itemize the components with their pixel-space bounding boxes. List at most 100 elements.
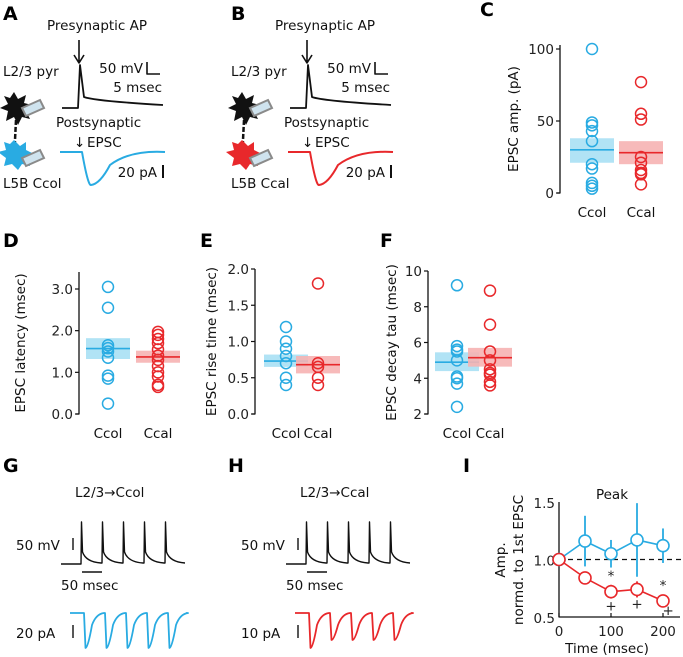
mv-scale-label: 50 mV xyxy=(241,538,286,554)
data-point xyxy=(634,113,648,126)
data-point xyxy=(552,552,566,567)
y-axis xyxy=(557,45,561,194)
arrow-down-icon xyxy=(73,40,85,64)
data-point xyxy=(450,345,464,358)
category-label: Ccol xyxy=(578,205,607,221)
data-point xyxy=(450,400,464,414)
y-tick-label: 50 xyxy=(537,114,554,130)
significance-marker: + xyxy=(663,603,674,619)
pa-scale-label: 20 pA xyxy=(346,165,386,181)
y-tick-label: 6 xyxy=(413,336,422,352)
data-point xyxy=(311,277,325,290)
ms-scale-label: 5 msec xyxy=(341,80,390,96)
panel-label: A xyxy=(3,3,18,25)
y-tick-label: 100 xyxy=(528,42,554,58)
pipette-icon xyxy=(248,98,274,118)
category-label: Ccol xyxy=(94,426,123,442)
data-point xyxy=(483,354,497,367)
postsynaptic-cell-label: L5B Ccal xyxy=(231,176,290,192)
data-point xyxy=(634,75,648,89)
chart-title: Peak xyxy=(596,487,628,503)
pipette-icon xyxy=(20,148,46,168)
ms-scale-label: 50 msec xyxy=(286,578,343,594)
epsc-label: EPSC xyxy=(87,135,122,151)
epsc-label: EPSC xyxy=(315,135,350,151)
data-point xyxy=(634,178,648,191)
data-point xyxy=(604,584,618,599)
y-tick-label: 0.0 xyxy=(228,407,249,423)
data-point xyxy=(101,397,115,410)
x-tick-label: 200 xyxy=(650,624,676,640)
y-axis xyxy=(76,272,80,415)
data-point xyxy=(483,318,497,331)
panel-label: G xyxy=(3,455,19,477)
category-label: Ccal xyxy=(627,205,656,221)
data-point xyxy=(101,345,115,358)
panel-label: D xyxy=(3,230,19,252)
significance-marker: * xyxy=(608,569,615,585)
spike-train-trace xyxy=(286,521,411,565)
data-point xyxy=(279,378,293,392)
panel-label: F xyxy=(380,230,393,252)
y-tick-label: 3.0 xyxy=(52,282,73,298)
data-point xyxy=(450,354,464,367)
neuron-diagram xyxy=(0,92,46,170)
data-point xyxy=(585,157,599,171)
data-point xyxy=(630,582,644,597)
data-point xyxy=(450,279,464,292)
data-point xyxy=(279,342,293,355)
mv-scale-label: 50 mV xyxy=(327,61,372,77)
ap-trace xyxy=(62,64,164,109)
arrow-down-icon xyxy=(301,40,313,64)
data-point xyxy=(311,371,325,384)
ms-scale-label: 5 msec xyxy=(113,80,162,96)
presynaptic-neuron-soma xyxy=(228,92,260,125)
y-axis-label: normd. to 1st EPSC xyxy=(511,495,527,625)
x-tick-label: 0 xyxy=(555,624,564,640)
data-point xyxy=(151,328,165,342)
data-point xyxy=(578,571,592,585)
significance-marker: * xyxy=(660,578,667,594)
y-tick-label: 1.5 xyxy=(228,298,249,314)
data-point xyxy=(279,335,293,348)
category-label: Ccal xyxy=(144,426,173,442)
data-point xyxy=(578,534,592,548)
data-point xyxy=(585,42,599,56)
data-point xyxy=(630,533,644,547)
category-label: Ccol xyxy=(443,426,472,442)
data-point xyxy=(656,538,670,553)
postsynaptic-title: Postsynaptic xyxy=(56,115,141,131)
y-tick-label: 0.5 xyxy=(534,611,555,627)
scale-bar xyxy=(374,62,388,75)
data-point xyxy=(151,366,165,379)
arrow-down-icon: ↓ xyxy=(302,135,313,151)
pipette-icon xyxy=(248,148,274,168)
data-point xyxy=(634,107,648,121)
scale-bar xyxy=(146,62,160,75)
y-axis-label: EPSC amp. (pA) xyxy=(506,66,522,172)
y-tick-label: 1.0 xyxy=(52,365,73,381)
ap-trace xyxy=(290,64,392,109)
category-label: Ccol xyxy=(272,426,301,442)
postsynaptic-cell-label: L5B Ccol xyxy=(3,176,62,192)
y-tick-label: 8 xyxy=(413,300,422,316)
data-point xyxy=(151,380,165,394)
data-point xyxy=(450,339,464,353)
panel-label: I xyxy=(463,455,470,477)
data-point xyxy=(483,363,497,376)
y-tick-label: 2.0 xyxy=(228,262,249,278)
data-point xyxy=(151,353,165,367)
epsc-trace xyxy=(288,150,394,187)
panel-label: C xyxy=(480,0,494,21)
ms-scale-label: 50 msec xyxy=(61,578,118,594)
y-tick-label: 2 xyxy=(413,407,422,423)
y-axis-label: EPSC decay tau (msec) xyxy=(384,264,400,421)
data-point xyxy=(151,336,165,350)
train-title: L2/3→Ccol xyxy=(75,485,144,501)
data-point xyxy=(585,124,599,138)
x-tick-label: 100 xyxy=(598,624,624,640)
category-label: Ccal xyxy=(476,426,505,442)
neuron-diagram xyxy=(226,92,274,170)
data-point xyxy=(101,351,115,364)
data-point xyxy=(585,162,599,175)
